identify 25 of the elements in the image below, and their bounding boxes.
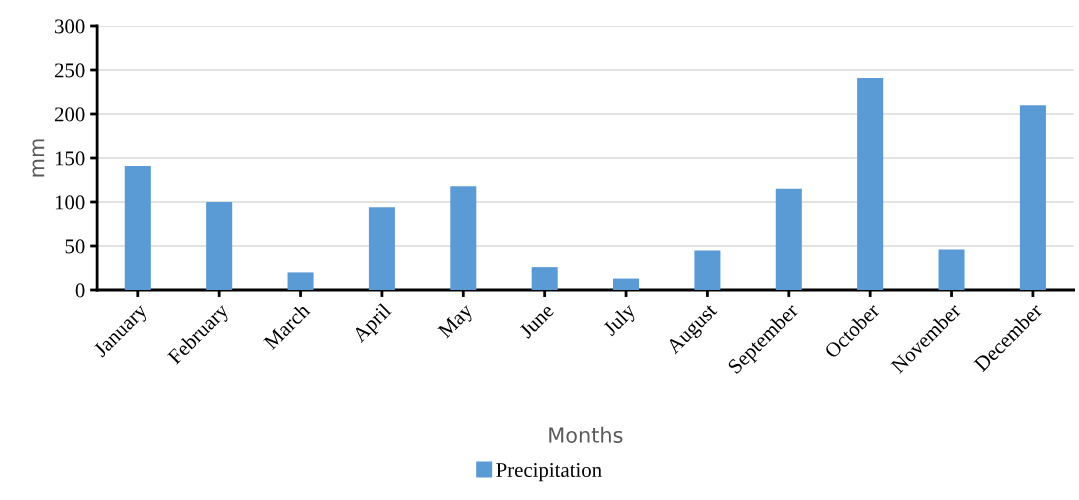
y-tick-label: 200 bbox=[54, 107, 85, 122]
x-axis-title: Months bbox=[549, 426, 623, 443]
y-tick-label: 100 bbox=[55, 195, 85, 210]
x-tick-label: July bbox=[601, 301, 640, 340]
y-tick-label: 300 bbox=[55, 19, 85, 34]
bar bbox=[287, 272, 314, 290]
y-axis-title: mm bbox=[32, 139, 45, 177]
bar bbox=[124, 165, 151, 290]
bar bbox=[206, 202, 233, 290]
x-tick-label: June bbox=[518, 302, 555, 339]
legend-label: Precipitation bbox=[496, 463, 602, 482]
bar bbox=[938, 249, 965, 290]
y-tick-label: 150 bbox=[55, 151, 85, 166]
bar bbox=[694, 250, 721, 290]
y-tick-label: 50 bbox=[65, 239, 85, 254]
bar bbox=[1019, 105, 1046, 290]
y-tick-label: 250 bbox=[54, 63, 85, 78]
x-tick-label: May bbox=[437, 302, 477, 342]
bar bbox=[613, 278, 640, 290]
bar bbox=[775, 188, 802, 290]
bar bbox=[450, 186, 477, 290]
bar bbox=[368, 207, 395, 290]
y-tick-label: 0 bbox=[75, 283, 85, 298]
bar bbox=[857, 77, 884, 290]
bar bbox=[531, 267, 558, 290]
